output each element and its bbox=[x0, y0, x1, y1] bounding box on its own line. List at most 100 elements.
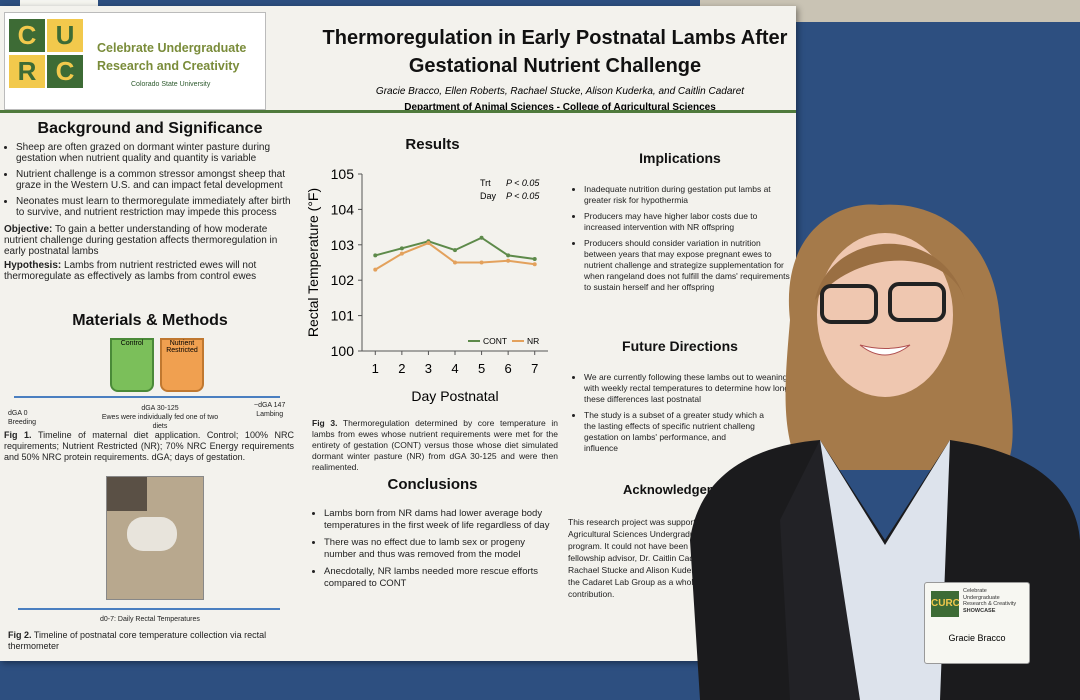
y-axis-label: Rectal Temperature (°F) bbox=[305, 188, 321, 337]
bullet-line: with weekly rectal temperatures to deter… bbox=[584, 383, 790, 393]
bullet-list: Sheep are often grazed on dormant winter… bbox=[4, 142, 294, 218]
point bbox=[426, 241, 431, 246]
ack-line: the Cadaret Lab Group as a whole w bbox=[568, 577, 707, 587]
ack-line: Rachael Stucke and Alison Kuderka, bbox=[568, 565, 706, 575]
person-legs bbox=[107, 477, 147, 511]
annotation-text: P < 0.05 bbox=[506, 178, 540, 188]
hypothesis: Hypothesis: Lambs from nutrient restrict… bbox=[4, 260, 294, 282]
shirt bbox=[820, 440, 950, 700]
point bbox=[479, 235, 484, 240]
badge-logo: CURC bbox=[931, 591, 960, 617]
bullet-line: We are currently following these lambs o… bbox=[584, 372, 788, 382]
bullet: The study is a subset of a greater study… bbox=[584, 410, 792, 454]
lapel bbox=[780, 440, 860, 700]
label: Fig 1. bbox=[4, 430, 32, 440]
x-axis-label: Day Postnatal bbox=[411, 388, 498, 404]
objective: Objective: To gain a better understandin… bbox=[4, 224, 294, 257]
point bbox=[399, 246, 404, 251]
logo-letter: C bbox=[47, 55, 83, 88]
implications-text: Inadequate nutrition during gestation pu… bbox=[572, 184, 792, 298]
bullet: Inadequate nutrition during gestation pu… bbox=[584, 184, 792, 206]
logo-line: Celebrate Undergraduate bbox=[97, 41, 247, 55]
x-tick-label: 5 bbox=[478, 361, 485, 376]
timeline-label: dGA 30-125 Ewes were individually fed one… bbox=[95, 404, 225, 431]
bullet-line: these differences last postnatal bbox=[584, 394, 702, 404]
ack-line: This research project was supported bbox=[568, 517, 706, 527]
label: Fig 2. bbox=[8, 630, 32, 640]
point bbox=[453, 248, 457, 253]
point bbox=[532, 262, 537, 267]
t: Breeding bbox=[8, 419, 37, 426]
caption-text: Thermoregulation determined by core temp… bbox=[312, 418, 558, 472]
point bbox=[453, 260, 457, 265]
logo-line: Research and Creativity bbox=[97, 59, 240, 73]
badge-name: Gracie Bracco bbox=[948, 633, 1006, 643]
conclusions-text: Lambs born from NR dams had lower averag… bbox=[312, 508, 552, 595]
point bbox=[399, 251, 404, 256]
section-heading: Background and Significance bbox=[37, 120, 263, 137]
t: dGA 0 bbox=[8, 410, 28, 417]
bullet: Nutrient challenge is a common stressor … bbox=[16, 169, 294, 191]
y-tick-label: 104 bbox=[331, 201, 355, 217]
department: Department of Animal Sciences - College … bbox=[404, 102, 716, 113]
bucket-label: Control bbox=[120, 340, 144, 347]
fringe bbox=[815, 243, 965, 300]
t: Research & Creativity bbox=[963, 601, 1017, 607]
x-tick-label: 7 bbox=[531, 361, 538, 376]
legend-label: CONT bbox=[483, 336, 507, 346]
name-badge: CURC Celebrate Undergraduate Research & Cr… bbox=[924, 582, 1030, 664]
t: ~dGA 147 bbox=[254, 402, 286, 409]
bullet: Lambs born from NR dams had lower averag… bbox=[324, 508, 552, 532]
ack-line: Agricultural Sciences Undergraduate R bbox=[568, 529, 715, 539]
y-tick-label: 102 bbox=[331, 272, 355, 288]
t: Ewes were individually fed one of two di… bbox=[101, 414, 219, 430]
point bbox=[479, 260, 484, 265]
glasses bbox=[820, 284, 878, 324]
section-heading: Future Directions bbox=[622, 338, 738, 354]
acknowledgements-text: This research project was supported Agric… bbox=[568, 516, 788, 600]
legend-label: NR bbox=[527, 336, 539, 346]
authors: Gracie Bracco, Ellen Roberts, Rachael St… bbox=[375, 86, 745, 97]
smile bbox=[859, 344, 911, 356]
bullet: Neonates must learn to thermoregulate im… bbox=[16, 196, 294, 218]
hypothesis-text: Lambs from nutrient restricted ewes will… bbox=[4, 260, 257, 282]
section-heading: Materials & Methods bbox=[72, 312, 228, 329]
background-text: Sheep are often grazed on dormant winter… bbox=[4, 142, 294, 282]
timeline-label: ~dGA 147 Lambing bbox=[254, 401, 285, 419]
logo-letter: C bbox=[9, 19, 45, 52]
ack-line: program. It could not have been done w bbox=[568, 541, 718, 551]
t: Celebrate bbox=[963, 588, 987, 594]
point bbox=[506, 253, 511, 258]
bullet-line: The study is a subset of a greater study… bbox=[584, 410, 765, 420]
bullet-line: influence bbox=[584, 443, 619, 453]
face bbox=[817, 233, 953, 397]
x-tick-label: 4 bbox=[451, 361, 458, 376]
bullet: Producers may have higher labor costs du… bbox=[584, 211, 792, 233]
section-heading: Implications bbox=[639, 150, 721, 166]
ack-line: fellowship advisor, Dr. Caitlin Cadare bbox=[568, 553, 707, 563]
point bbox=[506, 258, 511, 263]
section-heading: Conclusions bbox=[387, 476, 478, 493]
bullet: Sheep are often grazed on dormant winter… bbox=[16, 142, 294, 164]
future-text: We are currently following these lambs o… bbox=[572, 372, 792, 459]
lamb bbox=[127, 517, 177, 551]
x-tick-label: 3 bbox=[425, 361, 432, 376]
bucket: Control bbox=[110, 338, 154, 392]
bucket-label: Nutrient Restricted bbox=[166, 340, 198, 354]
bucket: Nutrient Restricted bbox=[160, 338, 204, 392]
x-tick-label: 2 bbox=[398, 361, 405, 376]
t: Lambing bbox=[256, 411, 284, 418]
logo-letter: U bbox=[47, 19, 83, 52]
bullet-line: the lasting effects of specific nutrient… bbox=[584, 421, 755, 431]
label: Objective: bbox=[4, 224, 53, 235]
label: Hypothesis: bbox=[4, 260, 62, 271]
bullet-list: We are currently following these lambs o… bbox=[572, 372, 792, 454]
caption-text: Timeline of postnatal core temperature c… bbox=[8, 630, 267, 651]
caption: Fig 3. Thermoregulation determined by co… bbox=[312, 418, 558, 473]
point bbox=[373, 267, 378, 272]
